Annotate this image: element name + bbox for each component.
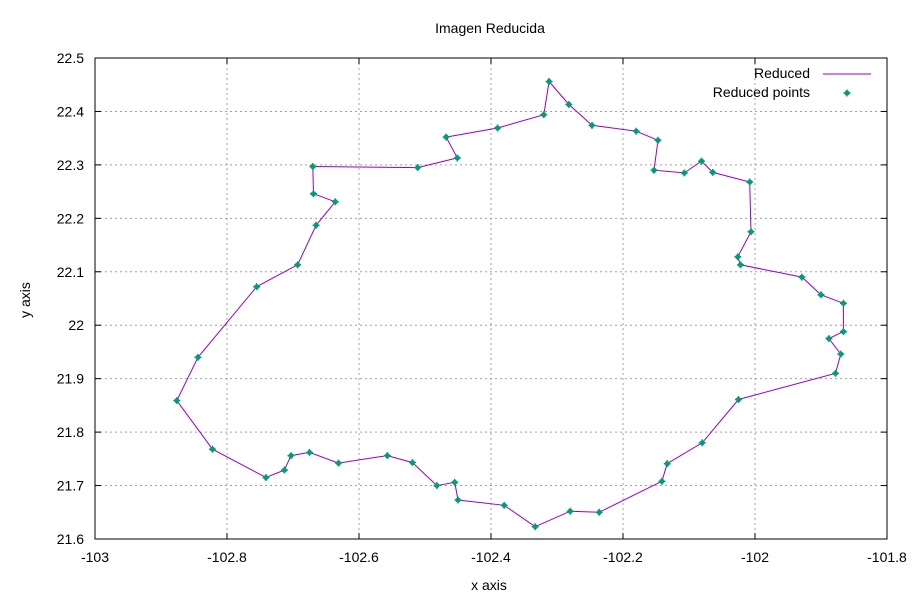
data-point — [408, 459, 416, 467]
data-point — [451, 478, 459, 486]
data-point — [309, 162, 317, 170]
data-point — [414, 164, 422, 172]
y-tick-label: 21.9 — [57, 371, 84, 387]
grid — [95, 58, 887, 539]
data-point — [736, 261, 744, 269]
data-point — [698, 157, 706, 165]
data-point — [294, 261, 302, 269]
data-point — [287, 452, 295, 460]
data-point — [588, 121, 596, 129]
data-point — [494, 124, 502, 132]
legend-label-reduced-points: Reduced points — [713, 84, 810, 100]
data-point — [442, 133, 450, 141]
legend-label-reduced: Reduced — [754, 65, 810, 81]
data-point — [309, 190, 317, 198]
data-point — [735, 396, 742, 404]
data-point — [839, 328, 847, 336]
x-tick-label: -102.2 — [603, 549, 643, 565]
x-tick-label: -102.8 — [207, 549, 247, 565]
data-point — [312, 221, 320, 229]
data-point — [663, 460, 671, 468]
data-point — [253, 283, 261, 291]
data-point — [565, 100, 573, 108]
data-point — [837, 350, 845, 358]
data-point — [540, 111, 548, 119]
data-point — [746, 178, 754, 186]
data-point — [453, 154, 461, 162]
data-point — [383, 452, 391, 460]
axis-ticks: -103 -102.8 -102.6 -102.4 -102.2 -102 -101.8 21… — [57, 50, 907, 565]
x-tick-label: -102.4 — [471, 549, 511, 565]
data-point — [262, 474, 270, 482]
x-axis-label: x axis — [471, 577, 507, 593]
data-point — [531, 523, 539, 531]
x-tick-label: -101.8 — [867, 549, 907, 565]
data-point — [500, 501, 508, 509]
data-point — [632, 127, 640, 135]
legend: Reduced Reduced points — [713, 65, 871, 100]
y-tick-label: 21.6 — [57, 531, 84, 547]
data-point — [832, 369, 840, 377]
data-point — [798, 273, 806, 281]
legend-point-marker — [843, 89, 851, 97]
plot-area — [173, 78, 847, 531]
data-point — [698, 439, 706, 447]
data-point — [747, 228, 755, 236]
y-tick-label: 22.1 — [57, 264, 84, 280]
x-tick-label: -103 — [81, 549, 109, 565]
legend-swatch-reduced-points — [843, 89, 851, 97]
data-point — [331, 198, 339, 206]
y-tick-label: 22.5 — [57, 50, 84, 66]
data-point — [734, 253, 742, 261]
y-tick-label: 21.8 — [57, 424, 84, 440]
data-point — [306, 448, 313, 456]
y-tick-label: 22.3 — [57, 157, 84, 173]
data-point — [433, 482, 441, 490]
y-axis-label: y axis — [17, 282, 33, 318]
x-tick-label: -102.6 — [339, 549, 379, 565]
data-point — [173, 397, 181, 405]
y-tick-label: 22.4 — [57, 103, 84, 119]
data-point — [335, 459, 343, 467]
y-tick-label: 21.7 — [57, 478, 84, 494]
y-tick-label: 22 — [68, 317, 84, 333]
data-point — [825, 335, 833, 343]
data-point — [817, 291, 825, 299]
chart-title: Imagen Reducida — [435, 20, 545, 36]
data-point — [595, 508, 603, 516]
data-point — [280, 466, 288, 474]
x-tick-label: -102 — [741, 549, 769, 565]
data-point — [454, 496, 462, 504]
y-tick-label: 22.2 — [57, 210, 84, 226]
data-point — [839, 299, 847, 307]
data-point — [650, 166, 658, 174]
data-point — [658, 477, 666, 485]
data-point — [194, 353, 202, 361]
data-point — [709, 168, 717, 176]
data-point — [654, 136, 662, 144]
data-point — [208, 445, 216, 453]
data-point — [680, 169, 688, 177]
data-point — [566, 507, 574, 515]
data-point — [545, 78, 553, 86]
